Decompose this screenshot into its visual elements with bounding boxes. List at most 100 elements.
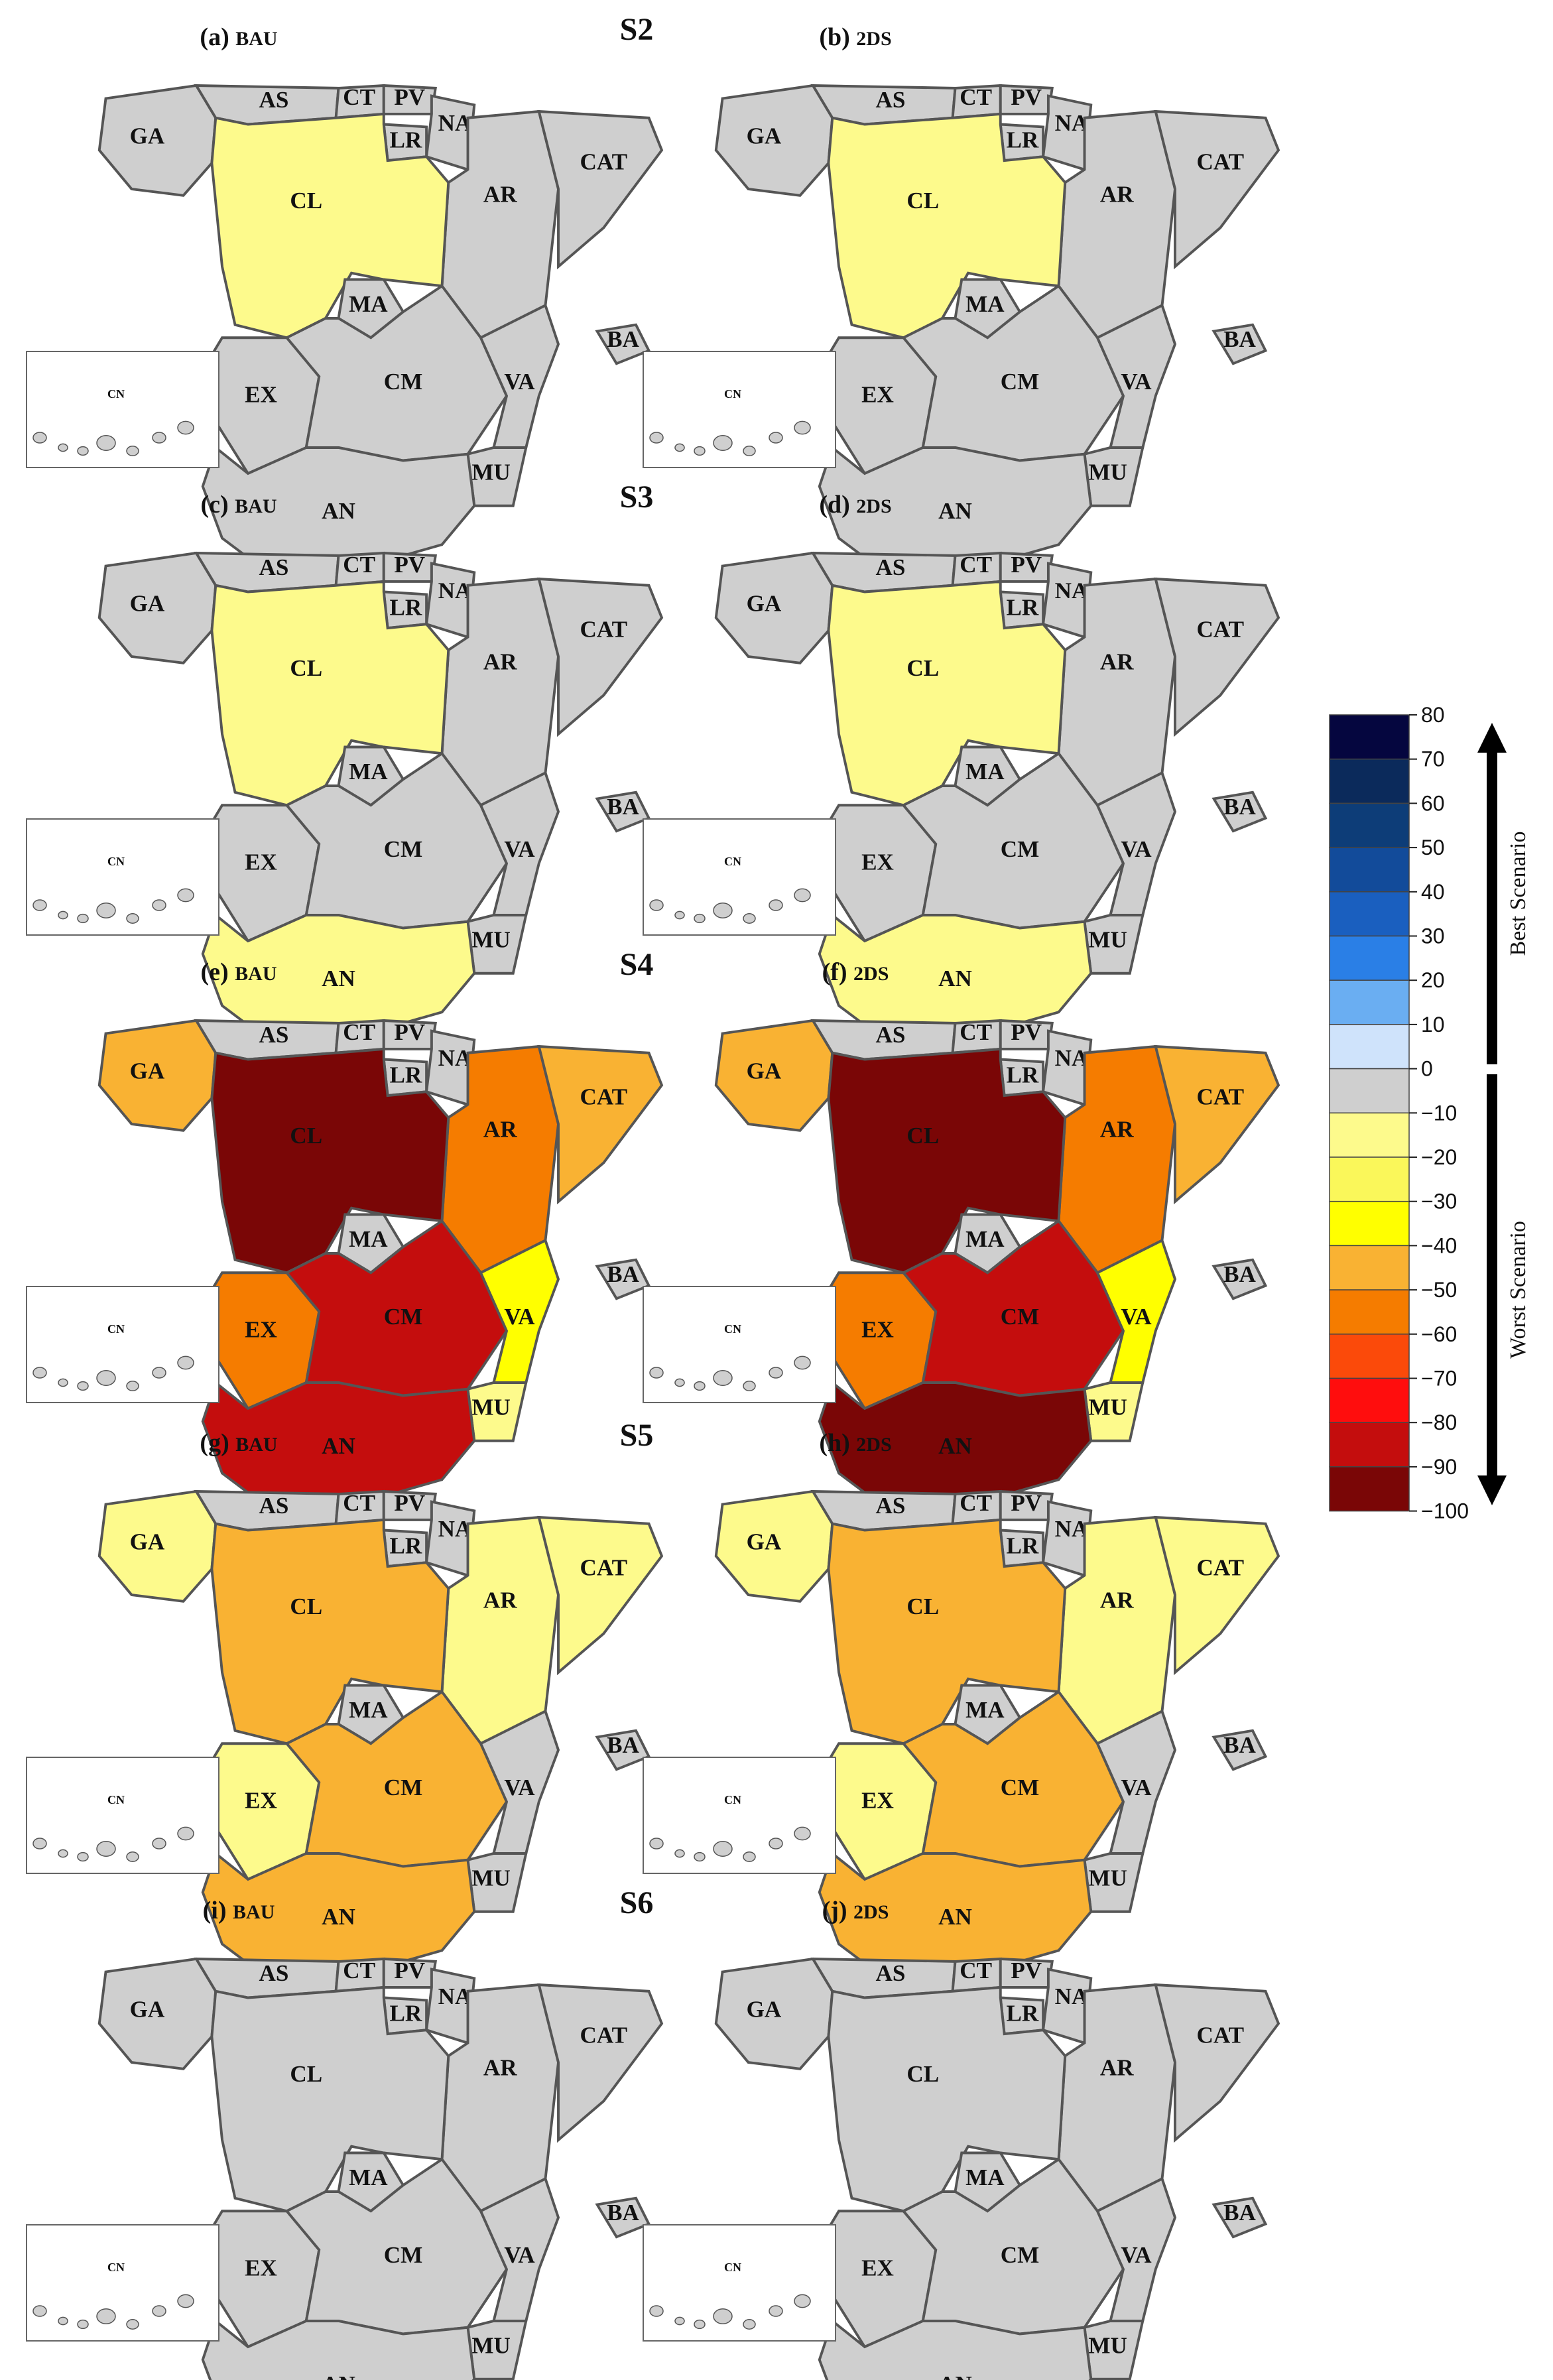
legend-tick-label: −60 — [1421, 1322, 1457, 1346]
region-label: PV — [394, 1019, 425, 1045]
spain-map: GA AS CT PV NA LR AR CAT CL MA EX CM VA MU AN BA — [714, 84, 1280, 579]
region-label: EX — [245, 1317, 277, 1343]
canary-island — [649, 1838, 664, 1849]
region-ba — [1211, 1258, 1268, 1300]
region-va — [1095, 303, 1177, 449]
region-ba — [595, 1258, 651, 1300]
legend-bin — [1329, 1377, 1410, 1423]
region-label: GA — [130, 1997, 165, 2023]
region-label: CL — [290, 1594, 322, 1619]
region-cat — [1154, 1983, 1280, 2143]
legend-bin — [1329, 1200, 1410, 1247]
region-label: BA — [607, 1261, 639, 1287]
panel-title: (i) BAU — [203, 1897, 275, 1924]
color-legend: 80 70 60 50 40 30 20 10 0 −10 −20 −30 −40 −50 −60 −70 −8… — [1329, 703, 1530, 1523]
region-ba — [595, 323, 651, 365]
region-label: CM — [384, 1304, 422, 1330]
map-panel: (h) 2DS GA AS CT PV NA LR AR CAT CL MA EX CM VA MU AN BA… — [643, 1429, 1280, 1985]
region-label: CAT — [580, 1084, 628, 1110]
region-na — [424, 1029, 476, 1107]
region-label: GA — [747, 591, 782, 617]
canary-island — [96, 1370, 116, 1386]
region-cat — [1154, 109, 1280, 270]
region-an — [818, 445, 1093, 579]
canary-island — [713, 1841, 733, 1857]
region-label: EX — [245, 1788, 277, 1814]
region-an — [201, 445, 476, 579]
panel-label: (j) — [822, 1897, 853, 1924]
region-ba — [1211, 2196, 1268, 2239]
region-label: MU — [1088, 2333, 1127, 2359]
region-label: AR — [1100, 1588, 1134, 1613]
spain-map: GA AS CT PV NA LR AR CAT CL MA EX CM VA MU AN BA — [714, 1489, 1280, 1985]
region-label: MU — [1088, 1395, 1127, 1420]
region-label: AN — [322, 1433, 355, 1459]
legend-tick-label: −50 — [1421, 1278, 1457, 1302]
region-label: BA — [1223, 326, 1256, 352]
region-label: NA — [438, 1516, 472, 1542]
region-label: CT — [960, 1019, 992, 1045]
region-va — [1095, 1238, 1177, 1384]
region-ba — [595, 1729, 651, 1771]
region-cat — [537, 109, 664, 270]
region-label: CM — [1001, 1304, 1039, 1330]
region-label: NA — [438, 1983, 472, 2009]
legend-tick-label: −20 — [1421, 1145, 1457, 1169]
canary-island — [649, 432, 664, 444]
spain-map: GA AS CT PV NA LR AR CAT CL MA EX CM VA MU AN BA — [97, 1019, 664, 1514]
region-label: MU — [471, 1865, 510, 1891]
canary-island — [77, 2319, 89, 2330]
region-label: PV — [1011, 84, 1042, 110]
region-label: MU — [471, 1395, 510, 1420]
region-label: CT — [343, 1490, 375, 1516]
canary-island — [58, 2316, 68, 2326]
region-label: VA — [1121, 2242, 1152, 2268]
region-an — [818, 1851, 1093, 1985]
region-label: CM — [1001, 369, 1039, 395]
spain-map: GA AS CT PV NA LR AR CAT CL MA EX CM VA MU AN BA — [714, 551, 1280, 1046]
legend-bin — [1329, 979, 1410, 1025]
region-label: NA — [1055, 1045, 1089, 1071]
canary-island — [32, 432, 47, 444]
region-cat — [537, 1515, 664, 1676]
canary-island — [649, 899, 664, 911]
region-an — [818, 2318, 1093, 2380]
panel-label: (b) — [819, 23, 856, 51]
canary-island — [743, 446, 756, 456]
legend-tick-label: 50 — [1421, 836, 1445, 859]
region-label: GA — [747, 1997, 782, 2023]
canary-island — [126, 446, 139, 456]
canary-inset — [643, 1286, 836, 1403]
region-label: LR — [390, 2001, 422, 2027]
canary-island — [743, 2319, 756, 2330]
region-label: EX — [861, 2255, 894, 2281]
canary-island — [58, 443, 68, 452]
region-label: AS — [876, 1493, 906, 1519]
legend-bin — [1329, 758, 1410, 804]
region-va — [1095, 771, 1177, 916]
panel-title: (h) 2DS — [819, 1429, 891, 1457]
region-label: CL — [906, 1123, 939, 1149]
region-label: EX — [245, 849, 277, 875]
region-label: NA — [438, 1045, 472, 1071]
region-label: MA — [349, 291, 388, 317]
region-label: GA — [130, 1529, 165, 1555]
legend-tick-label: 40 — [1421, 880, 1445, 904]
region-label: CL — [290, 1123, 322, 1149]
region-label: NA — [1055, 1983, 1089, 2009]
canary-island — [713, 2308, 733, 2324]
region-label: VA — [504, 1304, 535, 1330]
region-label: LR — [390, 127, 422, 153]
region-label: NA — [1055, 578, 1089, 603]
map-panel: (g) BAU GA AS CT PV NA LR AR CAT CL MA EX CM VA MU AN BA… — [26, 1429, 664, 1985]
region-label: VA — [1121, 1775, 1152, 1800]
canary-island — [96, 1841, 116, 1857]
best-scenario-label: Best Scenario — [1506, 832, 1530, 956]
region-label: CL — [906, 1594, 939, 1619]
canary-island — [77, 1851, 89, 1862]
canary-island — [77, 1381, 89, 1391]
region-label: EX — [245, 2255, 277, 2281]
region-label: CAT — [1197, 2023, 1245, 2048]
map-panel: (c) BAU GA AS CT PV NA LR AR CAT CL MA EX CM VA MU AN BA… — [26, 491, 664, 1046]
canary-island — [794, 420, 811, 435]
